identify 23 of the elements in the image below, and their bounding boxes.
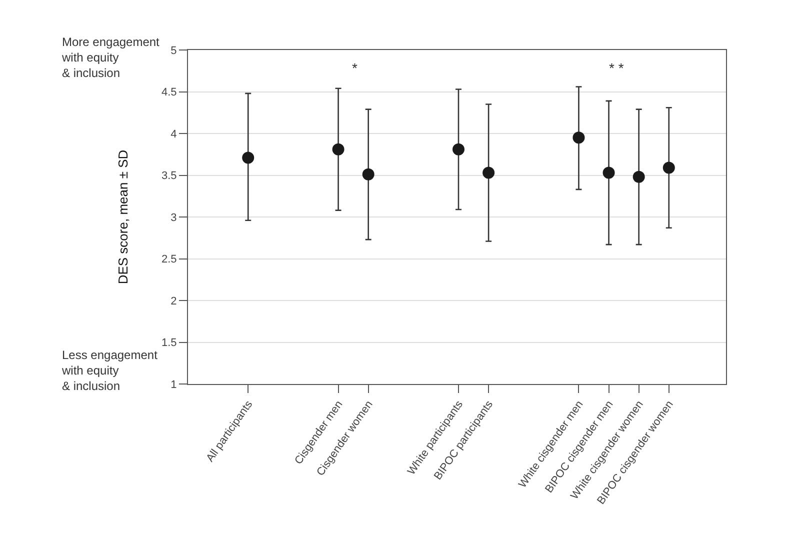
y-tick-label: 4 (170, 128, 177, 140)
y-axis-title: DES score, mean ± SD (115, 150, 130, 284)
annotation: * (352, 60, 358, 76)
text: More engagement with equity & inclusion (61, 35, 160, 80)
y-tick-label: 4.5 (162, 86, 177, 99)
y-tick-label: 3 (170, 212, 177, 224)
text: Less engagement with equity & inclusion (61, 348, 158, 394)
point (572, 132, 585, 144)
point (362, 168, 374, 180)
point (332, 143, 344, 156)
point (602, 166, 615, 179)
y-tick-label: 2 (170, 295, 177, 308)
y-tick-label: 3.5 (162, 170, 177, 182)
point (632, 170, 645, 183)
point (452, 143, 464, 156)
annotation: * * (609, 60, 624, 76)
y-tick-label: 1.5 (162, 337, 177, 350)
y-tick-label: 2.5 (162, 254, 177, 266)
y-tick-label: 1 (170, 378, 177, 391)
y-tick-label: 5 (170, 44, 177, 57)
point (482, 166, 495, 179)
point (242, 152, 254, 164)
point (662, 162, 675, 174)
